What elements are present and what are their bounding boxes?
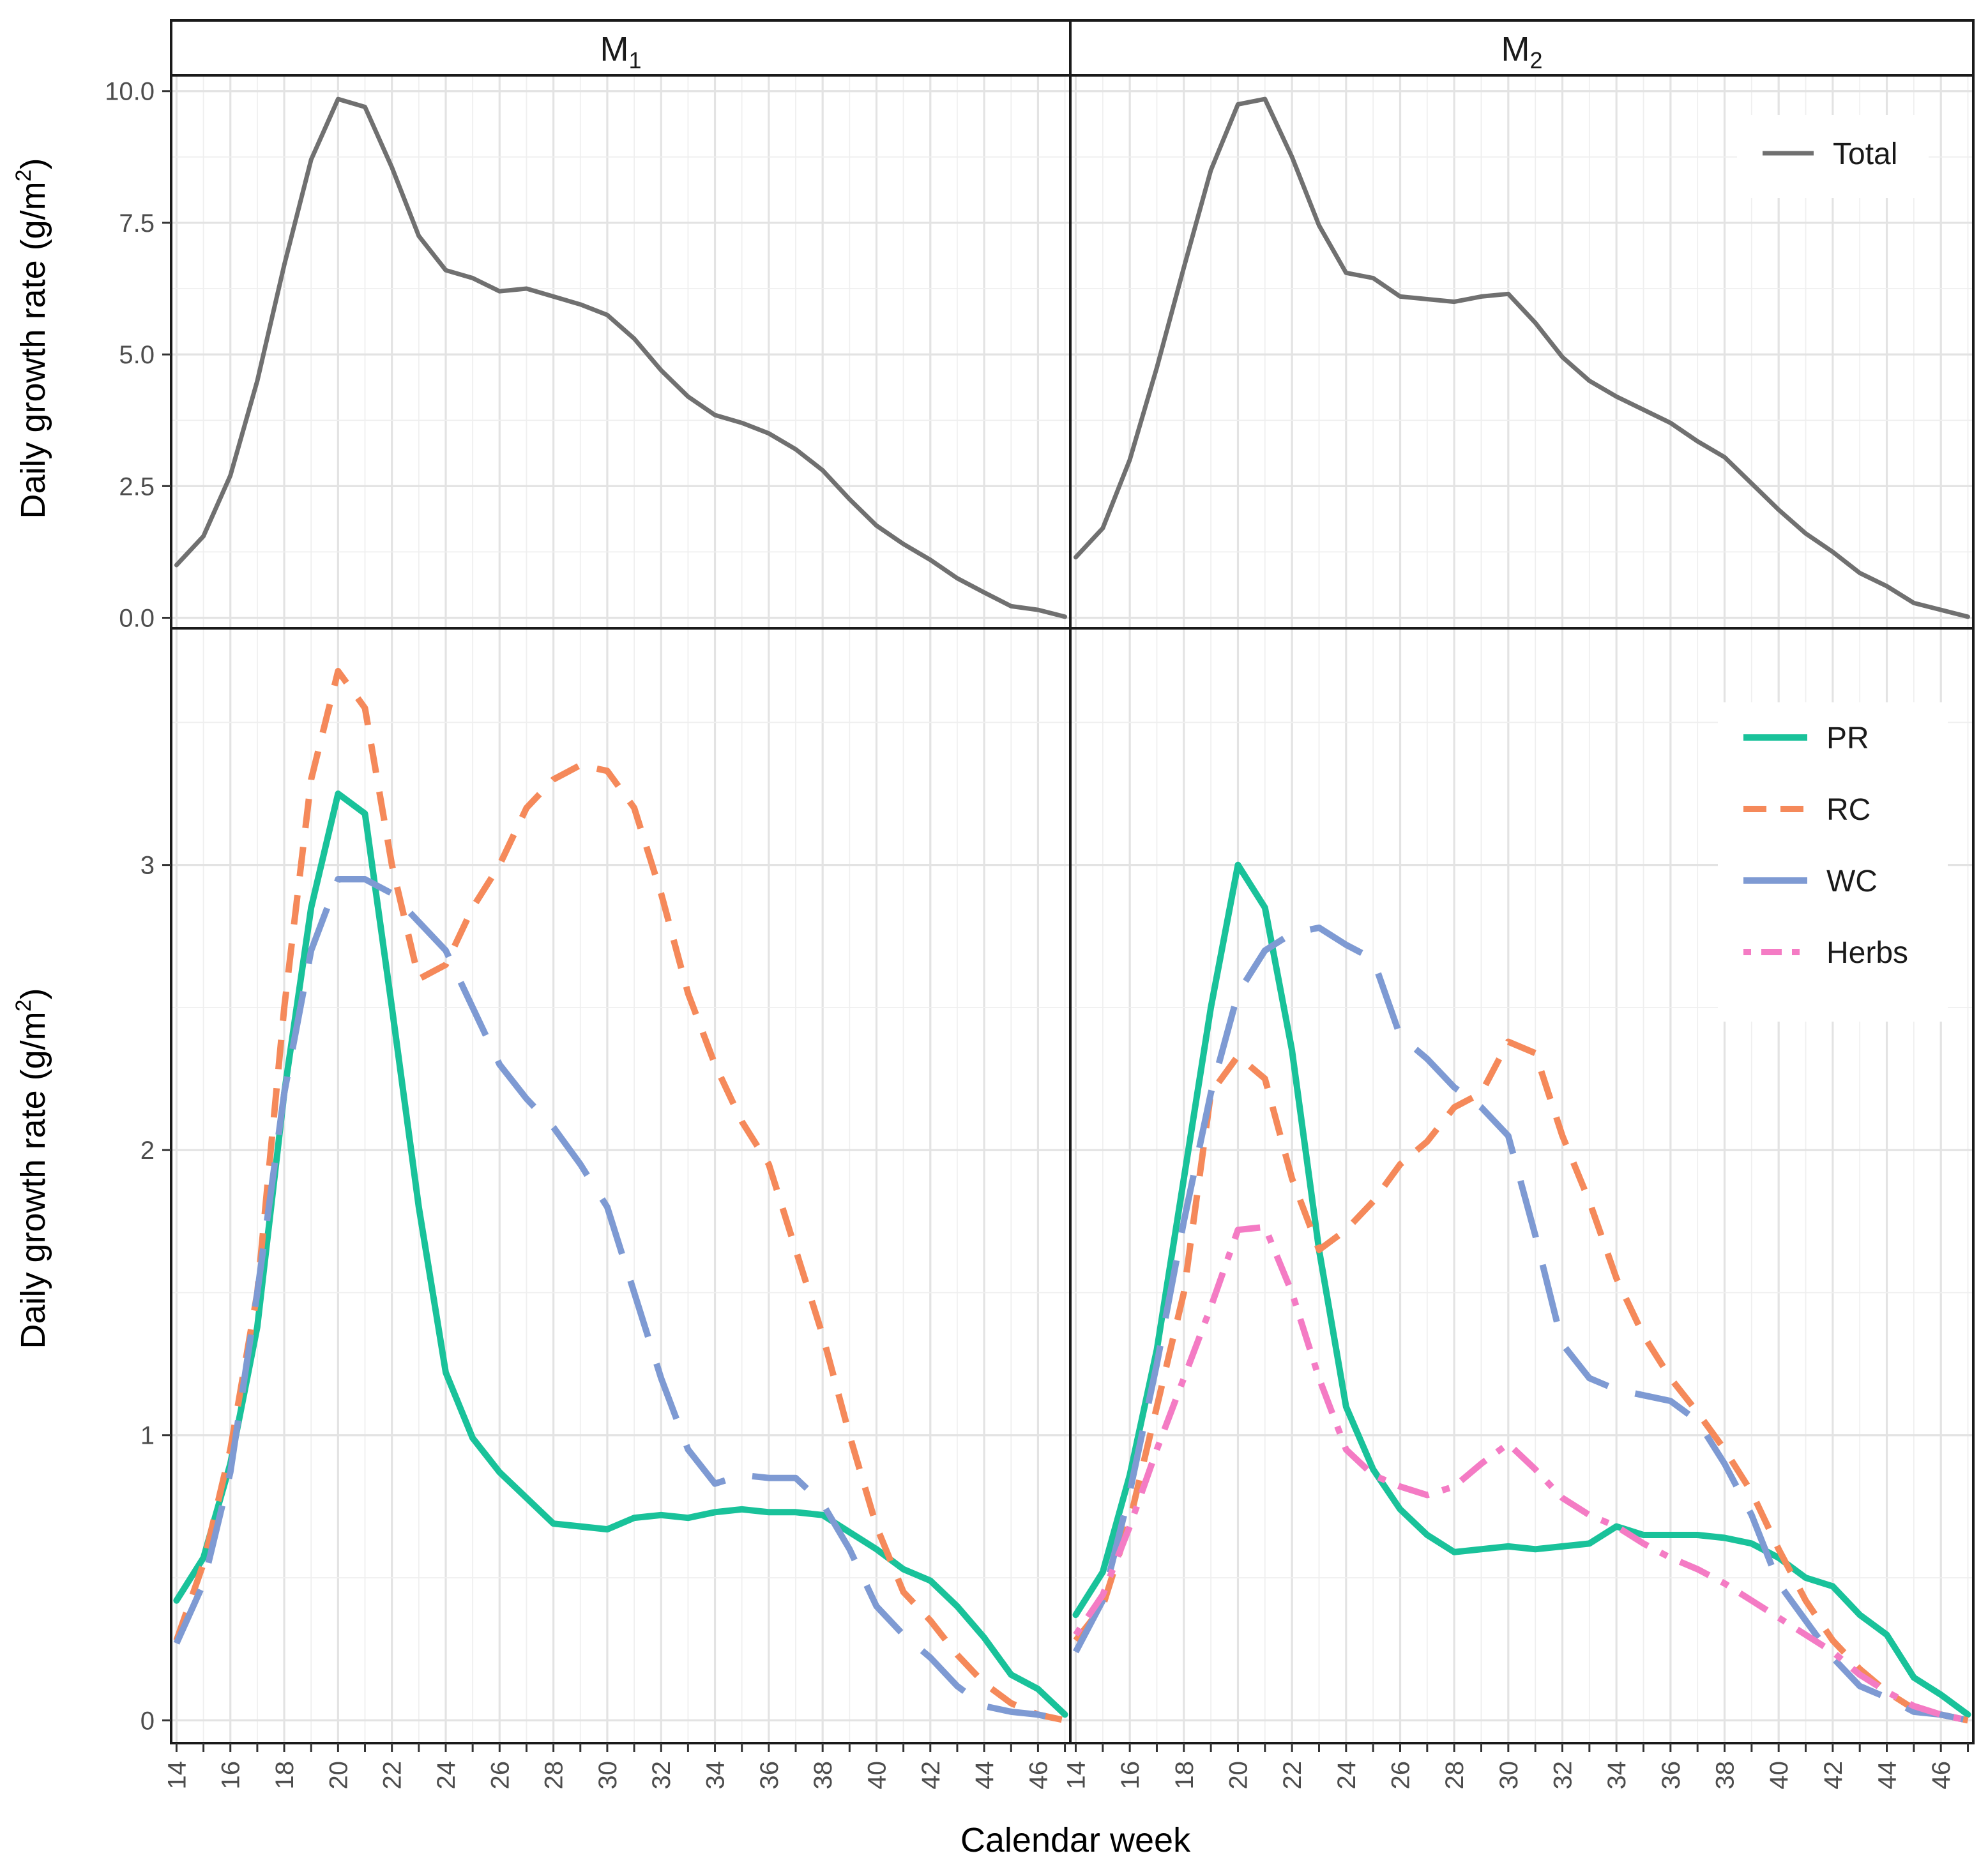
series-line-pr-panel-2 <box>1072 861 1971 1718</box>
x-axis-title: Calendar week <box>960 1821 1191 1859</box>
x-tick-label: 40 <box>1765 1761 1793 1790</box>
x-tick-label: 32 <box>648 1761 676 1790</box>
legend-label-herbs: Herbs <box>1826 936 1908 970</box>
x-tick-label: 22 <box>379 1761 407 1790</box>
facet-strip-box <box>1069 19 1975 77</box>
panel-background <box>171 628 1070 1743</box>
x-tick-label: 26 <box>1386 1761 1415 1790</box>
x-tick-label: 28 <box>540 1761 568 1790</box>
panel-border <box>1069 627 1975 1744</box>
series-line-total-panel-1 <box>174 96 1068 619</box>
panel-layer <box>170 74 1975 1744</box>
x-tick-label: 16 <box>217 1761 245 1790</box>
y-tick-label: 7.5 <box>119 209 155 238</box>
axes-layer: 0.0 2.5 5.0 7.5 10.0 0 1 2 3 14 16 18 20 22 24 26 28 30 32… <box>105 78 1969 1790</box>
x-tick-label: 20 <box>324 1761 353 1790</box>
legend-label-wc: WC <box>1826 865 1878 898</box>
facet-strips: M1 M2 <box>170 19 1975 77</box>
y-tick-label: 2 <box>140 1137 155 1165</box>
x-tick-label: 28 <box>1441 1761 1469 1790</box>
x-tick-label: 38 <box>809 1761 837 1790</box>
x-tick-label: 46 <box>1927 1761 1955 1790</box>
facet-strip-label: M2 <box>1501 30 1542 73</box>
facet-strip-2: M2 <box>1069 19 1975 77</box>
series-line-rc-panel-1 <box>173 668 1066 1724</box>
legend-layer: Total PR RC WC Herbs <box>1718 115 1948 1022</box>
x-tick-label: 38 <box>1711 1761 1740 1790</box>
x-tick-label: 22 <box>1279 1761 1307 1790</box>
x-tick-label: 18 <box>271 1761 299 1790</box>
legend-species: PR RC WC Herbs <box>1718 702 1948 1022</box>
x-tick-label: 14 <box>1062 1761 1090 1790</box>
x-tick-label: 44 <box>971 1761 999 1790</box>
x-tick-label: 30 <box>1495 1761 1523 1790</box>
series-line-wc-panel-2 <box>1073 924 1969 1724</box>
y-tick-label: 1 <box>140 1422 155 1450</box>
y-tick-label: 5.0 <box>119 341 155 369</box>
legend-background <box>1718 702 1948 1022</box>
x-tick-label: 20 <box>1224 1761 1252 1790</box>
x-tick-label: 24 <box>432 1761 460 1790</box>
x-tick-label: 42 <box>917 1761 945 1790</box>
y-tick-label: 0.0 <box>119 605 155 633</box>
x-tick-label: 36 <box>755 1761 784 1790</box>
legend-label-rc: RC <box>1826 793 1870 827</box>
y-tick-label: 0 <box>140 1707 155 1735</box>
x-tick-label: 16 <box>1116 1761 1144 1790</box>
facet-strip-label: M1 <box>600 30 641 73</box>
y-tick-label: 10.0 <box>105 78 155 106</box>
series-line-pr-panel-1 <box>173 790 1068 1718</box>
panel-r1-c1 <box>170 74 1072 630</box>
legend-background <box>1737 115 1929 198</box>
x-tick-label: 40 <box>863 1761 891 1790</box>
y-tick-label: 2.5 <box>119 472 155 501</box>
facet-strip-1: M1 <box>170 19 1072 77</box>
x-tick-label: 46 <box>1024 1761 1052 1790</box>
x-tick-label: 42 <box>1819 1761 1848 1790</box>
series-line-wc-panel-1 <box>173 876 1066 1724</box>
panel-background <box>171 75 1070 628</box>
x-tick-label: 26 <box>486 1761 514 1790</box>
legend-label-total: Total <box>1833 137 1897 171</box>
y-axis-title-bottom: Daily growth rate (g/m2) <box>11 988 52 1349</box>
x-tick-label: 14 <box>163 1761 191 1790</box>
legend-label-pr: PR <box>1826 722 1869 755</box>
facet-strip-box <box>170 19 1072 77</box>
x-tick-label: 36 <box>1657 1761 1685 1790</box>
y-tick-label: 3 <box>140 852 155 880</box>
x-tick-label: 30 <box>594 1761 622 1790</box>
series-line-total-panel-2 <box>1074 96 1970 619</box>
x-tick-label: 34 <box>702 1761 730 1790</box>
panel-r2-c1 <box>170 627 1072 1744</box>
legend-total: Total <box>1737 115 1929 198</box>
x-tick-label: 24 <box>1333 1761 1361 1790</box>
x-tick-label: 44 <box>1874 1761 1902 1790</box>
series-line-herbs-panel-2 <box>1073 1223 1969 1724</box>
y-axis-title-top: Daily growth rate (g/m2) <box>11 158 52 518</box>
x-tick-label: 34 <box>1603 1761 1631 1790</box>
x-tick-label: 18 <box>1171 1761 1199 1790</box>
x-tick-label: 32 <box>1549 1761 1577 1790</box>
series-line-rc-panel-2 <box>1073 1038 1969 1724</box>
